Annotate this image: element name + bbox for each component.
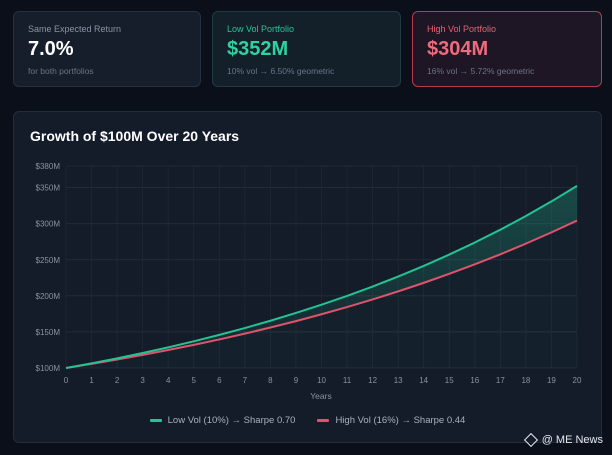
x-tick-label: 14 — [419, 376, 428, 385]
y-tick-label: $100M — [36, 364, 61, 373]
x-tick-label: 5 — [192, 376, 197, 385]
x-tick-label: 12 — [368, 376, 377, 385]
x-tick-label: 8 — [268, 376, 273, 385]
watermark-text: @ ME News — [541, 434, 603, 446]
x-tick-label: 3 — [140, 376, 145, 385]
x-tick-label: 13 — [394, 376, 403, 385]
high-vol-area — [66, 220, 577, 368]
expected-return-sub: for both portfolios — [28, 66, 94, 76]
low-vol-sub: 10% vol → 6.50% geometric — [227, 66, 335, 76]
x-tick-label: 19 — [547, 376, 556, 385]
expected-return-card: Same Expected Return 7.0% for both portf… — [13, 11, 201, 87]
y-tick-label: $300M — [36, 220, 61, 229]
chart-panel: Growth of $100M Over 20 Years $100M $150M… — [13, 111, 602, 443]
x-tick-label: 10 — [317, 376, 326, 385]
legend-swatch-high-vol — [317, 419, 330, 422]
high-vol-value: $304M — [427, 38, 489, 60]
low-vol-line — [65, 185, 578, 369]
legend-item-high-vol: High Vol (16%) → Sharpe 0.44 — [317, 415, 465, 426]
x-tick-label: 6 — [217, 376, 222, 385]
high-vol-sub: 16% vol → 5.72% geometric — [427, 66, 535, 76]
low-vol-card: Low Vol Portfolio $352M 10% vol → 6.50% … — [212, 11, 401, 87]
x-tick-label: 15 — [445, 376, 454, 385]
legend-swatch-low-vol — [149, 419, 162, 422]
legend-item-low-vol: Low Vol (10%) → Sharpe 0.70 — [149, 415, 296, 426]
x-tick-label: 11 — [343, 376, 352, 385]
legend-label-low-vol: Low Vol (10%) → Sharpe 0.70 — [167, 415, 296, 426]
y-tick-label: $150M — [36, 328, 61, 337]
y-tick-label: $200M — [36, 292, 61, 301]
high-vol-line — [65, 219, 578, 369]
x-tick-label: 7 — [243, 376, 248, 385]
expected-return-value: 7.0% — [28, 38, 74, 60]
expected-return-label: Same Expected Return — [28, 24, 122, 34]
chart-title: Growth of $100M Over 20 Years — [30, 128, 240, 144]
watermark: @ ME News — [523, 432, 603, 448]
chart-legend: Low Vol (10%) → Sharpe 0.70 High Vol (16… — [14, 415, 601, 426]
x-tick-label: 4 — [166, 376, 171, 385]
x-tick-label: 17 — [496, 376, 505, 385]
x-tick-label: 18 — [521, 376, 530, 385]
x-axis-label: Years — [310, 391, 331, 401]
x-tick-label: 1 — [89, 376, 94, 385]
y-tick-label: $380M — [36, 162, 61, 171]
x-tick-label: 0 — [64, 376, 69, 385]
x-tick-label: 2 — [115, 376, 120, 385]
high-vol-card: High Vol Portfolio $304M 16% vol → 5.72%… — [412, 11, 602, 87]
y-tick-label: $250M — [36, 256, 61, 265]
x-tick-label: 9 — [294, 376, 299, 385]
high-vol-label: High Vol Portfolio — [427, 24, 497, 34]
x-tick-label: 20 — [573, 376, 582, 385]
x-tick-label: 16 — [470, 376, 479, 385]
low-vol-label: Low Vol Portfolio — [227, 24, 295, 34]
legend-label-high-vol: High Vol (16%) → Sharpe 0.44 — [335, 415, 466, 426]
low-vol-value: $352M — [227, 38, 289, 60]
diamond-logo-icon — [523, 432, 538, 448]
y-tick-label: $350M — [36, 184, 61, 193]
